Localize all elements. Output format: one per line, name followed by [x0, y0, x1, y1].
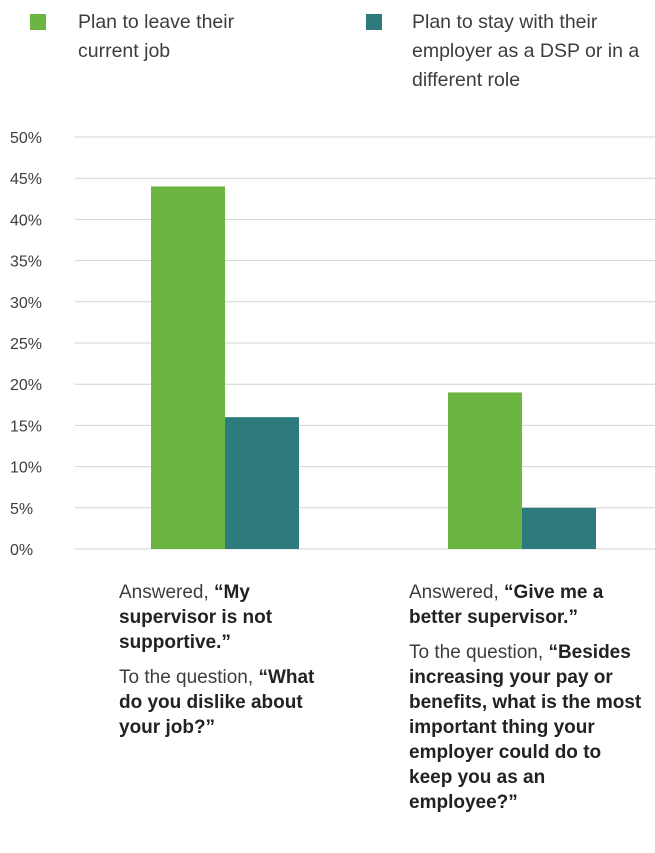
legend-label-leave: Plan to leave their current job — [78, 11, 235, 62]
answer-text-2: Answered, “Give me a better supervisor.” — [409, 580, 645, 630]
y-tick-label: 0% — [10, 542, 33, 559]
y-tick-label: 25% — [10, 336, 42, 353]
question-text-1: To the question, “What do you dislike ab… — [119, 665, 319, 740]
y-tick-label: 20% — [10, 377, 42, 394]
bar-stay-1 — [225, 417, 299, 549]
y-tick-label: 40% — [10, 212, 42, 229]
answer-prefix-2: Answered, — [409, 582, 505, 603]
y-tick-label: 10% — [10, 460, 42, 477]
answer-quote-2: “Give me a better supervisor.” — [409, 582, 604, 628]
y-tick-label: 5% — [10, 501, 33, 518]
y-tick-label: 45% — [10, 171, 42, 188]
legend-swatch-leave — [30, 14, 46, 30]
bar-chart: 0% 5% 10% 15% 20% 25% 30% 35% 40% 45% 50% — [10, 130, 655, 559]
y-tick-label: 35% — [10, 254, 42, 271]
y-tick-label: 50% — [10, 130, 42, 147]
category-annotation-1: Answered, “My supervisor is not supporti… — [119, 580, 319, 750]
y-axis-ticks: 0% 5% 10% 15% 20% 25% 30% 35% 40% 45% 50% — [10, 130, 42, 559]
bar-leave-1 — [151, 186, 225, 549]
legend-label-stay: Plan to stay with their employer as a DS… — [412, 11, 640, 91]
question-prefix-2: To the question, — [409, 642, 549, 663]
bar-leave-2 — [448, 392, 522, 549]
question-prefix-1: To the question, — [119, 667, 259, 688]
question-quote-1: “What do you dislike about your job?” — [119, 667, 315, 738]
answer-quote-1: “My supervisor is not supportive.” — [119, 582, 273, 653]
y-tick-label: 15% — [10, 418, 42, 435]
answer-prefix-1: Answered, — [119, 582, 215, 603]
legend-swatch-stay — [366, 14, 382, 30]
category-annotation-2: Answered, “Give me a better supervisor.”… — [409, 580, 645, 825]
answer-text-1: Answered, “My supervisor is not supporti… — [119, 580, 319, 655]
bars — [151, 186, 596, 549]
bar-stay-2 — [522, 507, 596, 549]
question-quote-2: “Besides increasing your pay or benefits… — [409, 642, 642, 813]
question-text-2: To the question, “Besides increasing you… — [409, 640, 645, 815]
y-tick-label: 30% — [10, 295, 42, 312]
